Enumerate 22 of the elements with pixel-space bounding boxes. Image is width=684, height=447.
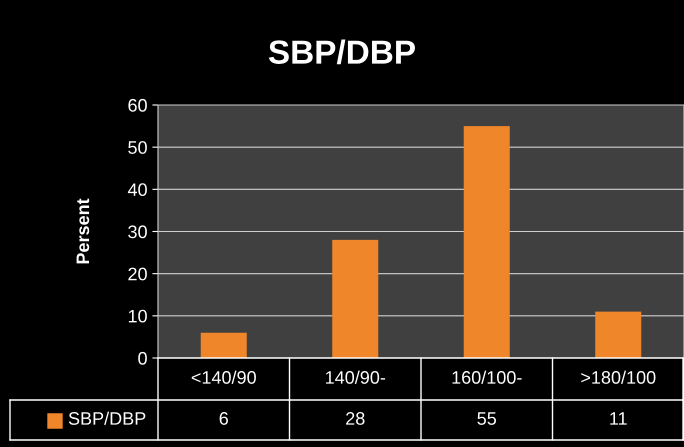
data-label: 11 [610, 412, 627, 425]
y-tick-label: 50 [128, 141, 147, 154]
bar [595, 312, 642, 358]
legend-label: SBP/DBP [68, 412, 146, 425]
data-label: 6 [220, 412, 228, 425]
data-label: 55 [477, 412, 496, 425]
x-tick-label: <140/90 [192, 370, 256, 384]
bar [464, 126, 510, 358]
bar [332, 240, 378, 358]
y-tick-label: 40 [128, 183, 147, 196]
y-tick-label: 20 [128, 268, 147, 280]
y-tick-label: 60 [128, 98, 147, 112]
bar [200, 332, 247, 358]
data-label: 28 [346, 412, 365, 425]
chart-title: SBP/DBP [268, 39, 415, 64]
y-tick-label: 10 [128, 310, 147, 323]
y-tick-label: 30 [128, 225, 147, 238]
y-tick-label: 0 [138, 352, 147, 365]
x-tick-label: >180/100 [581, 370, 656, 384]
x-tick-label: 140/90- [326, 370, 386, 384]
x-tick-label: 160/100- [452, 370, 522, 384]
y-axis-title: Persent [76, 198, 90, 264]
